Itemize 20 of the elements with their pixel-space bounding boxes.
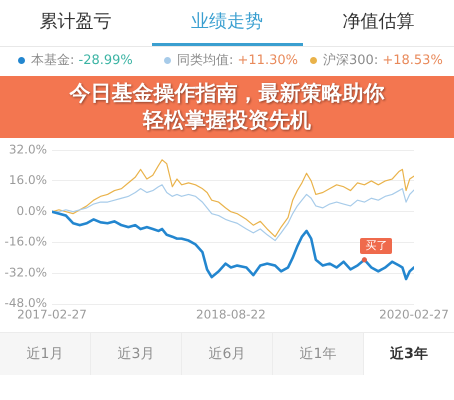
text: 累计盈亏 (38, 10, 113, 34)
text: 近6月 (182, 333, 273, 375)
y-tick-label: -32.0% (4, 265, 47, 280)
text: 近3年 (364, 333, 454, 375)
chart-title: 今日基金操作指南，最新策略助你轻松掌握投资先机 (68, 80, 386, 134)
y-tick-label: 0.0% (16, 204, 47, 218)
y-tick-label: 32.0% (8, 142, 47, 156)
text: 近1年 (273, 333, 364, 375)
text: 近1月 (0, 333, 91, 375)
y-tick-label: 16.0% (8, 173, 47, 188)
legend-label: 本基金: -28.99% (31, 53, 133, 68)
text: 近3月 (91, 333, 182, 375)
text: 净值估算 (341, 10, 416, 34)
y-tick-label: -16.0% (4, 234, 47, 249)
x-tick-label: 2020-02-27 (379, 307, 449, 322)
x-tick-label: 2018-08-22 (196, 307, 266, 322)
legend-label: 沪深300: +18.53% (323, 53, 443, 68)
annotation: 买了 (360, 238, 392, 254)
text: 业绩走势 (190, 10, 264, 34)
legend-label: 同类均值: +11.30% (177, 53, 298, 68)
